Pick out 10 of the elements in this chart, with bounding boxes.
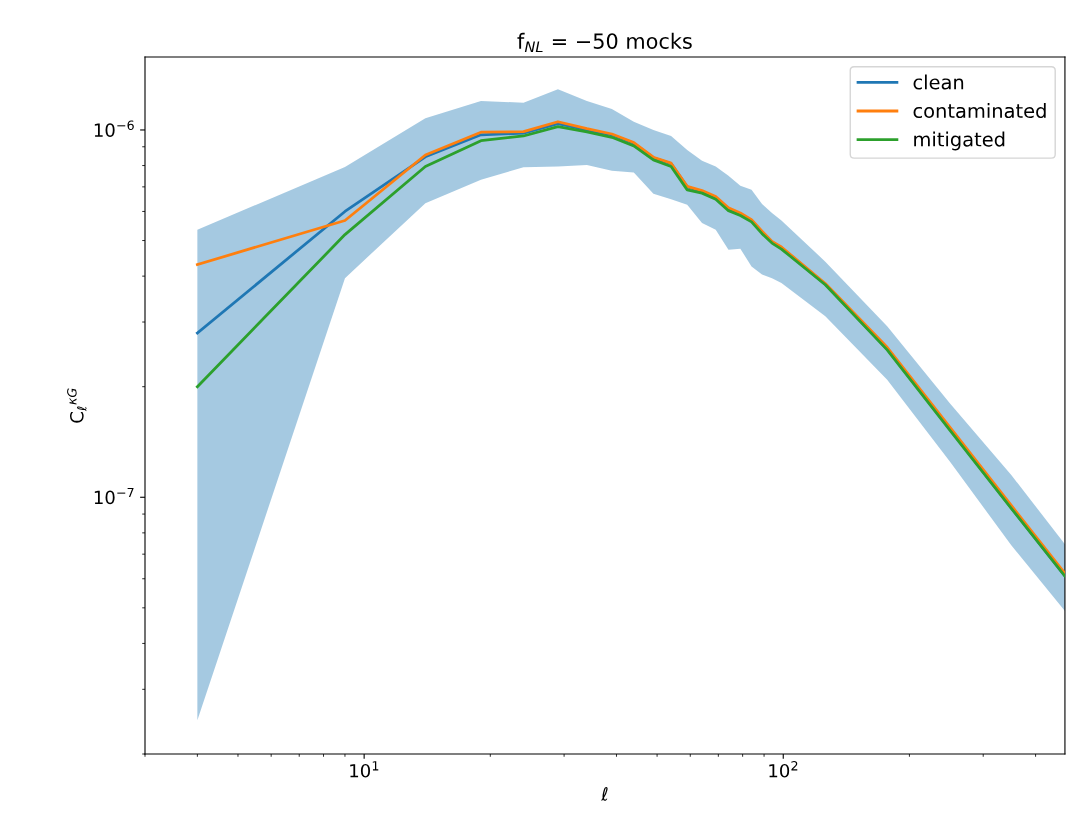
legend-label: contaminated <box>913 103 1046 119</box>
x-tick-label: 10$^{2}$ <box>769 761 798 778</box>
y-axis-title: C$_{ℓ}$$^{κG}$ <box>67 388 87 423</box>
y-tick-label: 10$^{−7}$ <box>94 487 134 505</box>
x-tick-label: 10$^{1}$ <box>350 761 379 778</box>
y-tick-label: 10$^{−6}$ <box>94 120 134 137</box>
legend-label: mitigated <box>914 131 1005 151</box>
chart-title: f$_{NL}$ = −50 mocks <box>517 32 692 53</box>
legend-label: clean <box>913 74 964 90</box>
x-axis-title: ℓ <box>600 787 608 801</box>
